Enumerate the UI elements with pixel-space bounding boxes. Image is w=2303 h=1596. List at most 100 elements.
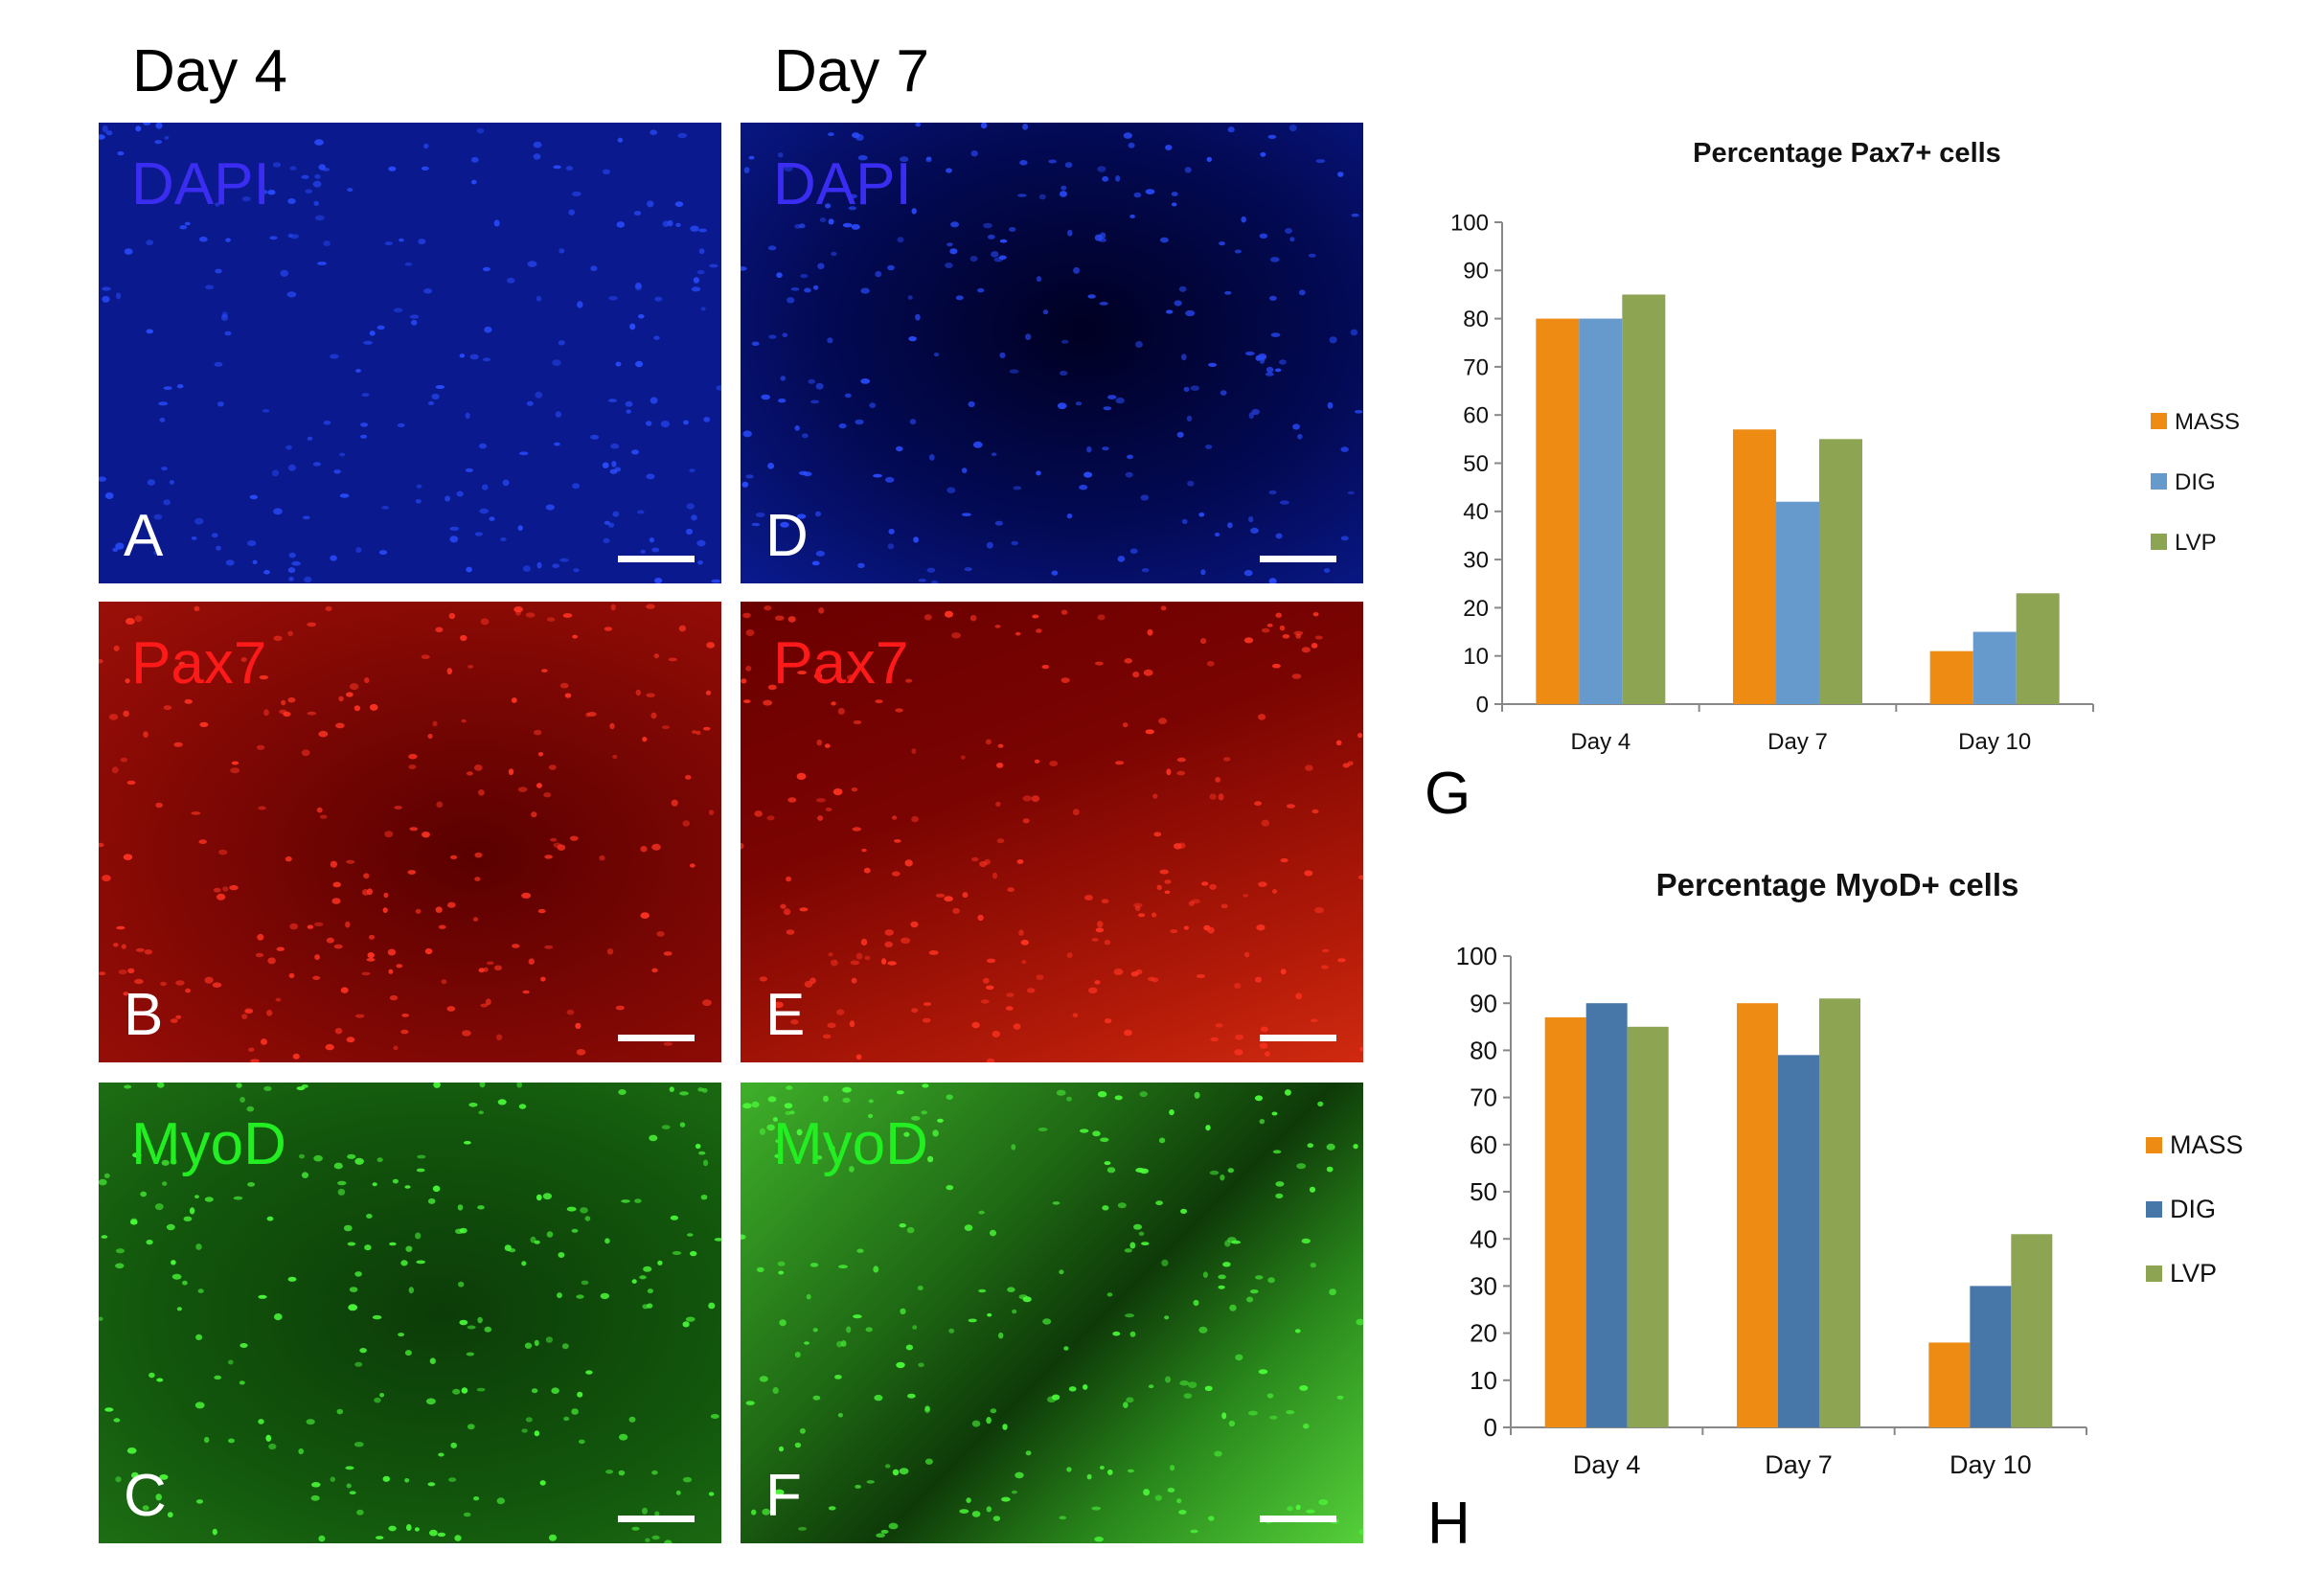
nucleus [511,697,517,703]
y-tick-label: 30 [1463,548,1489,574]
nucleus [415,908,422,914]
nucleus [907,1393,916,1399]
panel-letter: A [124,503,164,569]
nucleus [1303,1423,1310,1429]
nucleus [1164,879,1172,884]
nucleus [825,808,832,811]
nucleus [863,867,871,874]
nucleus [815,798,826,803]
nucleus [695,730,701,736]
nucleus [880,1529,889,1534]
y-tick-label: 0 [1476,692,1489,718]
nucleus [230,767,240,774]
nucleus [123,854,133,860]
nucleus [1229,1304,1237,1311]
nucleus [766,1124,775,1131]
nucleus [604,520,610,525]
nucleus [423,143,429,149]
nucleus [1254,1095,1264,1102]
nucleus [241,1014,248,1019]
nucleus [754,810,763,817]
nucleus [416,1260,426,1265]
nucleus [814,511,822,517]
nucleus [312,975,321,980]
nucleus [1241,216,1246,223]
nucleus [1202,1271,1208,1278]
nucleus [899,1468,909,1475]
nucleus [154,140,163,145]
nucleus [111,766,119,774]
nucleus [966,1497,971,1503]
nucleus [267,190,276,195]
nucleus [345,921,351,928]
nucleus [400,1260,408,1266]
nucleus [703,726,711,731]
nucleus [832,788,843,796]
nucleus [285,445,292,450]
nucleus [1191,899,1201,904]
nucleus [102,286,111,291]
nucleus [580,1207,588,1214]
nucleus [767,684,777,691]
nucleus [866,1480,875,1484]
nucleus [1123,1402,1129,1408]
nucleus [244,1009,254,1015]
nucleus [146,239,154,246]
nucleus [1115,175,1121,182]
nucleus [522,565,531,572]
nucleus [651,1470,658,1475]
nucleus [1174,300,1182,307]
nucleus [1198,1326,1208,1334]
nucleus [661,725,670,729]
nucleus [1094,1537,1104,1542]
nucleus [612,511,620,517]
nucleus [229,884,239,891]
nucleus [533,141,542,148]
nucleus [1088,987,1098,993]
nucleus [204,976,214,984]
nucleus [435,627,444,633]
nucleus [690,225,699,232]
nucleus [1248,515,1254,523]
nucleus [409,827,419,832]
nucleus [562,613,573,618]
nucleus [431,393,440,400]
nucleus [685,775,692,780]
nucleus [544,945,554,949]
nucleus [533,153,541,160]
nucleus [1097,614,1106,621]
nucleus [557,844,566,851]
nucleus [1060,185,1067,191]
nucleus [1124,1248,1132,1253]
nucleus [409,314,420,319]
nucleus [759,1376,768,1382]
nucleus [590,265,598,271]
nucleus [528,958,535,965]
nucleus [837,708,845,715]
nucleus [366,957,376,962]
nucleus [987,1312,992,1317]
nucleus [467,1325,476,1330]
nucleus [287,630,294,636]
nucleus [812,1328,818,1333]
nucleus [1206,660,1215,667]
nucleus [581,1280,589,1286]
nucleus [263,570,270,575]
nucleus [306,1419,315,1425]
nucleus [887,543,895,550]
nucleus [964,567,972,572]
nucleus [848,206,856,211]
nucleus [126,1448,137,1454]
nucleus [408,1287,414,1294]
nucleus [1280,857,1288,863]
nucleus [480,618,490,626]
nucleus [291,560,301,566]
nucleus [1106,1167,1116,1174]
nucleus [1244,951,1250,958]
nucleus [103,1173,110,1178]
nucleus [904,859,913,867]
nucleus [853,1314,862,1319]
nucleus [751,522,761,527]
nucleus [169,480,174,485]
nucleus [1091,938,1099,942]
